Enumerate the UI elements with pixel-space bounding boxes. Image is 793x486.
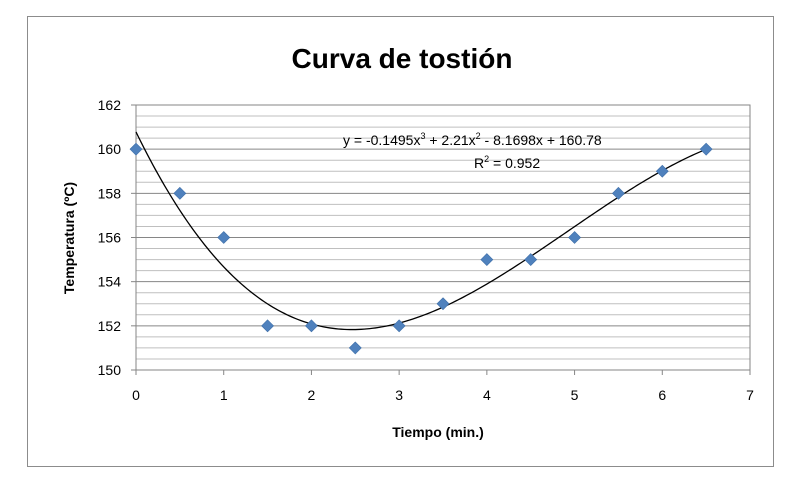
data-point — [436, 297, 450, 311]
r-squared-label: R2 = 0.952 — [474, 154, 540, 171]
y-tick-label: 158 — [98, 185, 122, 201]
chart-frame — [27, 16, 774, 467]
chart-title: Curva de tostión — [292, 43, 513, 74]
data-point — [612, 186, 625, 200]
y-tick-label: 150 — [98, 362, 122, 378]
data-point — [480, 253, 494, 267]
y-tick-label: 156 — [98, 230, 122, 246]
data-points — [129, 142, 713, 355]
axes: 0 1 2 3 4 5 6 7 150 152 154 156 158 160 162 — [98, 97, 754, 403]
x-tick-label: 0 — [132, 387, 140, 403]
y-tick-label: 152 — [98, 318, 122, 334]
data-point — [655, 164, 669, 178]
data-point — [261, 319, 274, 333]
trendline-equation: y = -0.1495x3 + 2.21x2 - 8.1698x + 160.7… — [343, 131, 602, 148]
data-point — [568, 231, 581, 244]
grid-lines — [136, 115, 750, 360]
x-tick-label: 4 — [483, 387, 491, 403]
x-axis-title: Tiempo (min.) — [392, 424, 484, 440]
data-point — [217, 231, 231, 244]
x-tick-label: 6 — [658, 387, 666, 403]
x-tick-label: 2 — [308, 387, 316, 403]
x-tick-label: 5 — [571, 387, 579, 403]
trendline — [135, 131, 707, 331]
data-point — [699, 142, 713, 156]
data-point — [392, 319, 406, 333]
y-tick-label: 162 — [98, 97, 122, 113]
data-point — [348, 341, 362, 355]
y-tick-label: 154 — [98, 274, 122, 290]
y-tick-label: 160 — [98, 141, 122, 157]
data-point — [305, 319, 318, 333]
y-axis-title: Temperatura (ºC) — [61, 182, 77, 294]
x-tick-label: 7 — [746, 387, 754, 403]
x-tick-label: 3 — [395, 387, 403, 403]
data-point — [173, 186, 187, 200]
data-point — [129, 142, 143, 156]
data-point — [524, 253, 538, 267]
x-tick-label: 1 — [220, 387, 228, 403]
